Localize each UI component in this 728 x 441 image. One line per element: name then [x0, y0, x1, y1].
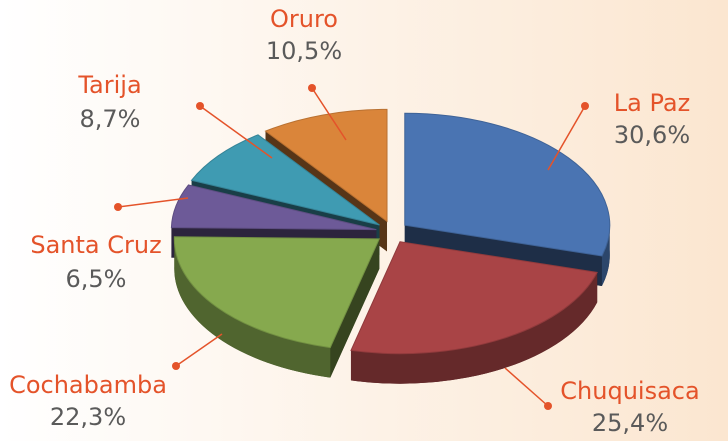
slice	[404, 112, 611, 257]
leader-dot	[308, 84, 316, 92]
leader-dot	[544, 402, 552, 410]
slice	[190, 134, 380, 226]
value-label: 10,5%	[266, 37, 342, 65]
leader-dot	[172, 362, 180, 370]
category-label: Oruro	[270, 5, 338, 33]
leader-dot	[196, 102, 204, 110]
slice	[170, 184, 377, 231]
category-label: La Paz	[614, 89, 690, 117]
value-label: 25,4%	[592, 409, 668, 437]
category-label: Cochabamba	[9, 371, 167, 399]
category-label: Chuquisaca	[560, 377, 699, 405]
value-label: 30,6%	[614, 121, 690, 149]
slice-side	[174, 238, 331, 378]
leader-line	[175, 333, 223, 367]
slice	[350, 241, 598, 355]
slice	[173, 236, 381, 349]
leader-line	[311, 87, 347, 141]
leader-dot	[114, 203, 122, 211]
leader-line	[117, 197, 189, 208]
value-label: 8,7%	[80, 105, 141, 133]
category-label: Santa Cruz	[30, 231, 161, 259]
slice-side	[601, 225, 610, 286]
value-label: 6,5%	[66, 265, 127, 293]
leader-dot	[581, 102, 589, 110]
slice-wall	[330, 238, 380, 378]
leader-line	[504, 367, 549, 407]
leader-line	[547, 105, 586, 171]
slice-side	[350, 272, 598, 384]
value-label: 22,3%	[50, 403, 126, 431]
slice	[264, 108, 388, 223]
category-label: Tarija	[77, 71, 141, 99]
leader-line	[199, 105, 273, 159]
